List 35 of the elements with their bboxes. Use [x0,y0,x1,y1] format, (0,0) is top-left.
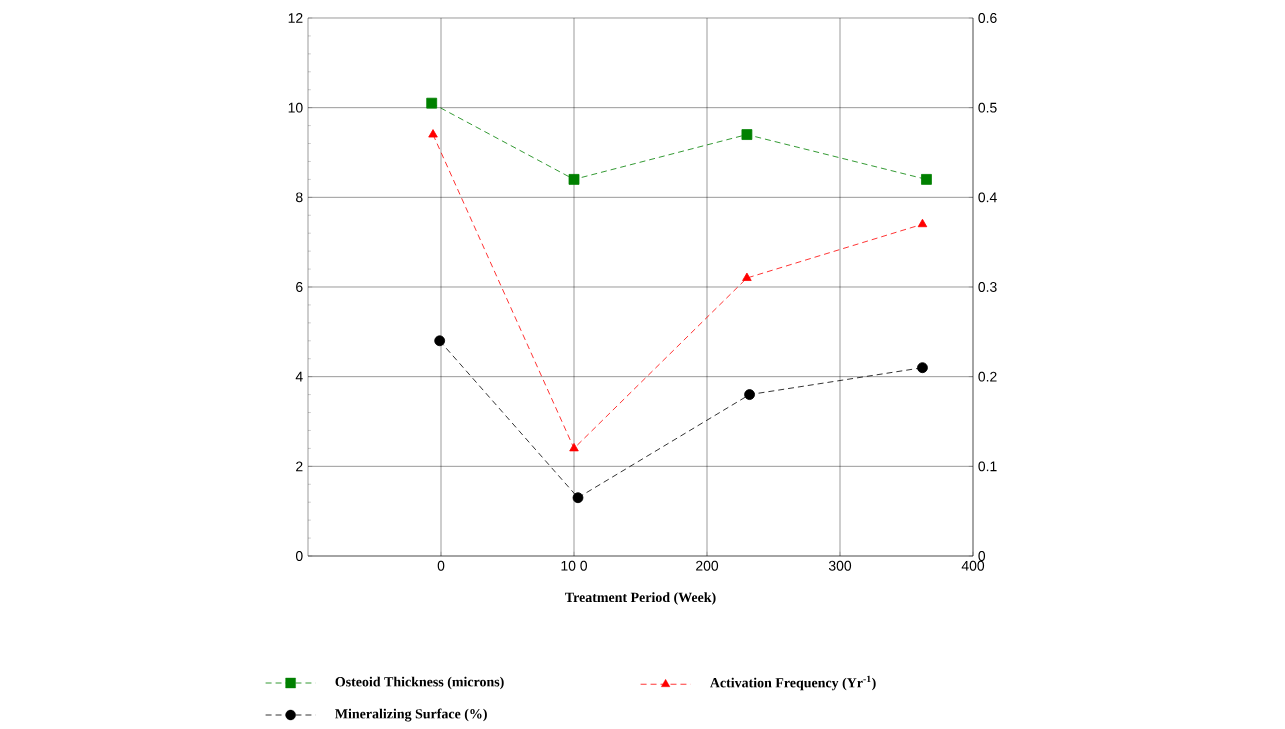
y2-tick-label: 0 [978,551,986,561]
x-tick-label: 300 [828,560,852,571]
y2-tick-label: 0.6 [978,13,997,23]
y2-tick-label: 0.1 [978,461,997,472]
y2-tick-label: 0.3 [978,282,997,292]
point [434,335,446,347]
point [426,97,438,109]
point [741,129,753,140]
point [921,174,932,185]
point [568,174,580,185]
point [428,129,438,138]
y2-tick-label: 0.5 [978,102,997,113]
y-tick-label: 6 [296,282,303,292]
legend-label: Activation Frequency (Yr$^{-1}$) [710,675,876,691]
legend-label: Osteoid Thickness (microns) [335,676,504,690]
x-tick-label: 200 [696,560,719,571]
x-axis-title: Treatment Period (Week) [565,592,716,605]
y2-tick-label: 0.4 [978,192,997,203]
point [917,362,928,374]
x-tick-label: 10 0 [561,560,588,571]
point [744,389,755,400]
point [742,272,752,281]
y2-tick-label: 0.2 [978,371,997,382]
y-tick-label: 8 [296,192,303,203]
y-tick-label: 0 [295,551,303,561]
x-tick-label: 400 [961,560,985,571]
x-tick-label: 0 [437,560,445,571]
point [569,443,579,452]
y-tick-label: 12 [288,13,303,23]
point [572,492,584,504]
y-tick-label: 2 [296,461,303,472]
y-tick-label: 4 [295,371,303,382]
point [917,218,928,228]
y-tick-label: 10 [288,102,303,113]
legend-label: Mineralizing Surface (%) [335,708,487,722]
